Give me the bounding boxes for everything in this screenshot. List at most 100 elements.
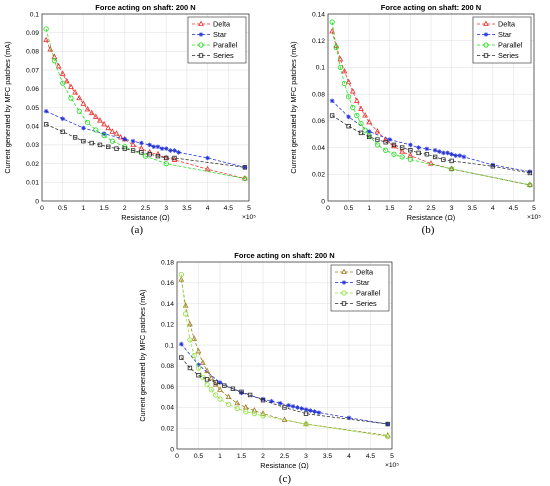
y-tick-label: 0.12 <box>312 38 325 45</box>
data-point-star <box>387 137 393 142</box>
data-point-parallel <box>527 182 533 188</box>
data-point-delta <box>366 118 373 125</box>
y-tick-label: 0.04 <box>312 145 325 152</box>
legend-marker <box>483 42 489 48</box>
data-point-series <box>247 392 253 398</box>
x-tick-label: 1 <box>82 205 86 212</box>
data-point-star <box>329 98 335 104</box>
x-tick-label: 5 <box>532 205 536 212</box>
data-point-parallel <box>101 132 107 139</box>
data-point-series <box>408 148 413 153</box>
data-point-star <box>424 146 430 152</box>
data-point-delta <box>260 410 266 416</box>
data-point-parallel <box>178 271 184 278</box>
data-point-parallel <box>448 166 455 172</box>
data-point-star <box>151 144 157 150</box>
x-tick-label: 0 <box>326 205 330 212</box>
data-point-star <box>122 136 128 142</box>
legend-marker <box>341 268 347 275</box>
x-axis-label: Resistance (Ω) <box>407 213 455 222</box>
data-point-delta <box>428 160 434 166</box>
series-line-parallel <box>180 274 388 437</box>
x-tick-label: 2 <box>409 205 413 212</box>
data-point-series <box>230 386 236 391</box>
data-point-series <box>163 155 169 161</box>
legend-marker <box>341 290 347 296</box>
data-point-parallel <box>391 151 397 157</box>
data-point-delta <box>88 109 95 116</box>
x-tick-label: 2.5 <box>141 205 151 212</box>
axes-frame <box>327 13 535 202</box>
x-tick-label: 2.5 <box>426 205 436 212</box>
legend-marker <box>483 20 489 27</box>
data-point-series <box>329 113 335 118</box>
data-point-series <box>179 355 184 360</box>
x-tick-label: 3.5 <box>323 453 333 460</box>
data-point-star <box>445 150 450 156</box>
x-tick-label: 4.5 <box>509 205 519 212</box>
x-tick-label: 4.5 <box>366 453 376 460</box>
series-star <box>179 341 390 427</box>
data-point-series <box>97 142 103 148</box>
data-point-star <box>461 154 467 160</box>
data-point-parallel <box>43 26 49 32</box>
data-point-delta <box>76 94 83 101</box>
data-point-series <box>432 154 438 160</box>
legend-marker <box>483 53 489 58</box>
data-point-parallel <box>374 142 381 148</box>
y-tick-label: 0 <box>321 198 325 205</box>
data-point-star <box>147 142 152 148</box>
data-point-delta <box>384 432 391 438</box>
data-point-series <box>385 421 390 427</box>
x-tick-label: 0 <box>175 453 179 460</box>
data-point-series <box>375 137 380 142</box>
data-point-star <box>366 129 372 134</box>
data-point-series <box>416 150 421 156</box>
x-tick-label: 3 <box>450 205 454 212</box>
data-point-parallel <box>383 147 389 153</box>
y-tick-label: 0 <box>170 446 174 453</box>
data-point-delta <box>199 359 206 365</box>
data-point-star <box>316 410 322 415</box>
data-point-parallel <box>204 381 210 388</box>
chart-c: 0 0.5 1 1.5 2 2.5 3 3.5 4 4.5 5 0 0.02 0.04 0.06 0.08 0.… <box>138 251 399 470</box>
data-point-star <box>277 400 283 406</box>
x-tick-label: 1.5 <box>385 205 395 212</box>
legend-label-star: Star <box>213 30 227 39</box>
y-tick-label: 0.08 <box>161 363 174 370</box>
data-point-star <box>179 341 184 347</box>
data-point-parallel <box>109 138 115 144</box>
data-point-series <box>527 170 533 176</box>
y-axis-label: Current generated by MFC patches (mA) <box>138 289 147 421</box>
y-tick-label: 0.07 <box>26 67 39 74</box>
series-line-parallel <box>331 21 530 186</box>
axes-frame <box>176 261 393 450</box>
data-point-parallel <box>68 95 74 101</box>
data-point-delta <box>191 335 198 341</box>
data-point-delta <box>225 393 232 400</box>
data-point-star <box>408 142 413 148</box>
data-point-delta <box>362 112 368 118</box>
x-tick-label: 0.5 <box>58 205 68 212</box>
chart-title: Force acting on shaft: 200 N <box>95 3 195 12</box>
series-series <box>329 113 533 176</box>
data-point-star <box>286 403 292 408</box>
legend-label-parallel: Parallel <box>356 289 381 298</box>
series-series <box>179 355 390 427</box>
data-point-delta <box>130 141 136 147</box>
axes-frame <box>41 13 250 202</box>
data-point-parallel <box>243 408 249 415</box>
legend-marker <box>341 301 347 306</box>
data-point-delta <box>178 276 185 282</box>
x-tick-label: 2 <box>261 453 265 460</box>
data-point-series <box>346 124 351 129</box>
data-point-parallel <box>226 401 232 407</box>
data-point-parallel <box>84 119 91 126</box>
data-point-star <box>457 153 463 158</box>
series-star <box>329 98 533 174</box>
data-point-delta <box>59 70 66 76</box>
x-tick-label: 0.5 <box>194 453 204 460</box>
panel-label-a: (a) <box>131 224 144 236</box>
